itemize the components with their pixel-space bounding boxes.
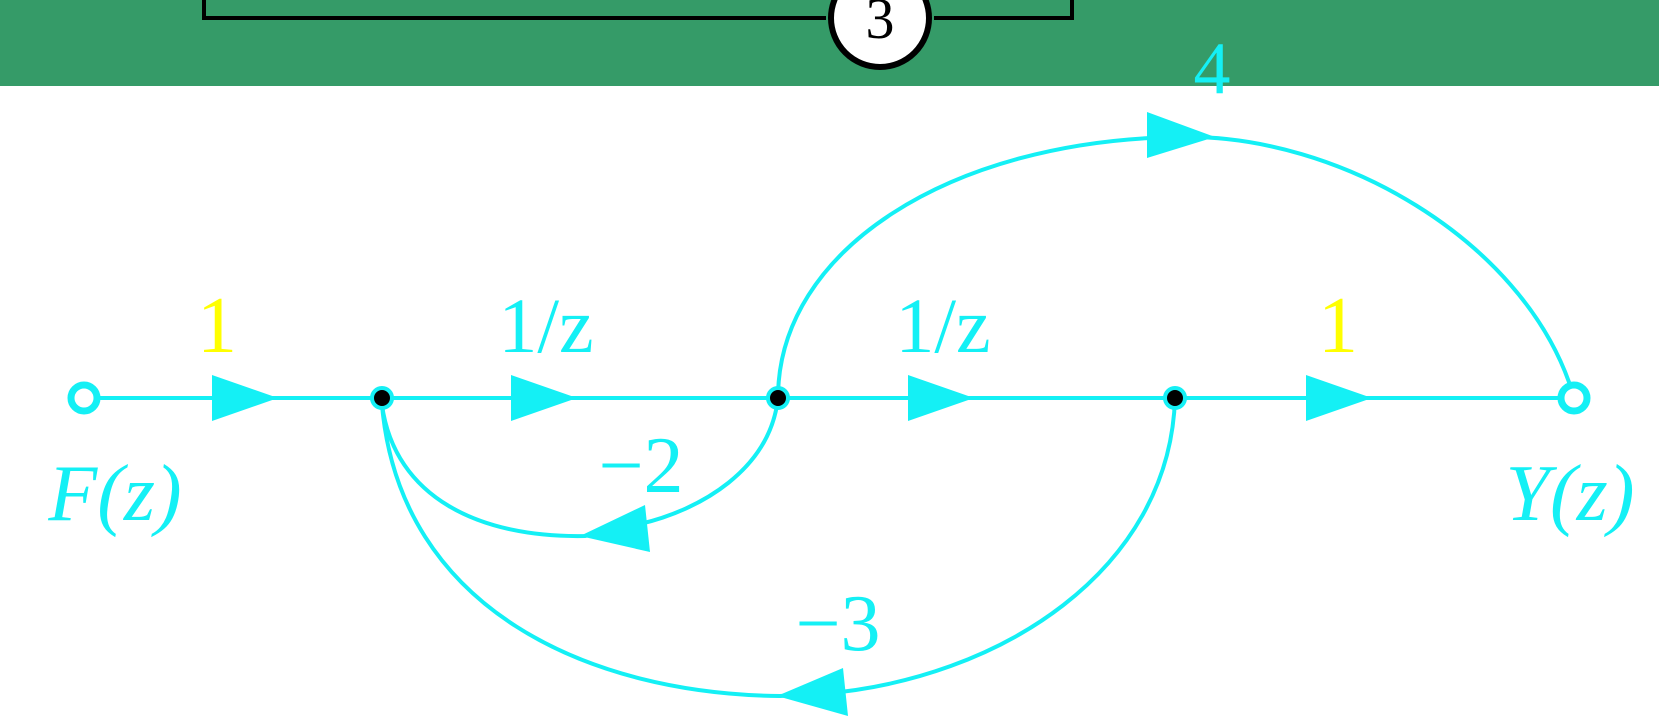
arrow-feedback-outer — [777, 668, 848, 716]
gain-output-branch: 1 — [1318, 282, 1358, 370]
feedback-outer-branch — [380, 397, 1177, 699]
arrow-feedforward — [1147, 112, 1215, 158]
gain-delay-2: 1/z — [895, 282, 990, 369]
feedback-inner-branch — [380, 397, 780, 539]
arrow-output-branch — [1306, 375, 1372, 421]
block-number-badge: 3 — [828, 0, 932, 70]
arrow-feedback-inner — [580, 505, 650, 552]
gain-feedforward: 4 — [1194, 28, 1231, 110]
gain-delay-1: 1/z — [498, 282, 593, 369]
node-1 — [370, 386, 394, 410]
output-node — [1557, 381, 1591, 415]
node-3 — [1163, 386, 1187, 410]
arrow-delay-2 — [908, 375, 974, 421]
output-node-label: Y(z) — [1506, 450, 1635, 538]
input-node — [67, 381, 101, 415]
node-2 — [766, 386, 790, 410]
arrow-input-branch — [212, 375, 278, 421]
gain-feedback-inner: −2 — [598, 422, 683, 510]
block-number-label: 3 — [866, 0, 895, 51]
gain-feedback-outer: −3 — [795, 580, 880, 668]
input-node-label: F(z) — [47, 450, 181, 538]
gain-input-branch: 1 — [197, 282, 237, 370]
header-block-outline — [202, 0, 1074, 20]
arrow-delay-1 — [511, 375, 577, 421]
